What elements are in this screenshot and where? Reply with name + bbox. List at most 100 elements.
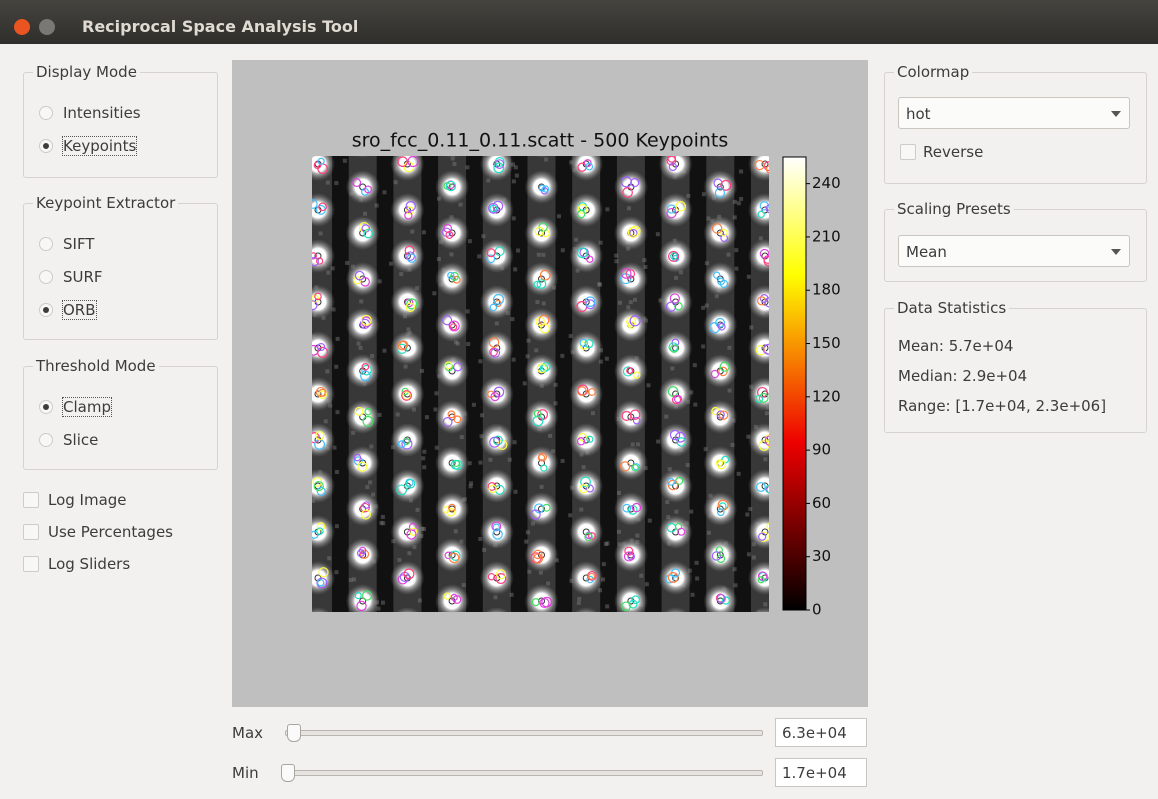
group-title: Display Mode: [33, 63, 140, 81]
spot-core: [762, 115, 768, 121]
radio-button[interactable]: [39, 433, 53, 447]
checkbox-label[interactable]: Use Percentages: [48, 523, 173, 541]
radio-label[interactable]: Keypoints: [63, 137, 136, 155]
radio-button[interactable]: [39, 106, 53, 120]
noise: [577, 597, 581, 601]
bragg-spot: [390, 331, 424, 365]
radio-button[interactable]: [39, 303, 53, 317]
noise: [664, 415, 668, 419]
noise: [325, 369, 329, 373]
radio-label[interactable]: Clamp: [63, 398, 111, 416]
noise: [701, 306, 705, 310]
radio-label[interactable]: SURF: [63, 268, 103, 286]
bragg-spot: [525, 630, 559, 664]
spot-core: [315, 115, 321, 121]
bragg-spot: [301, 515, 335, 549]
keypoint: [450, 648, 460, 658]
noise: [304, 292, 308, 296]
checkbox[interactable]: [23, 524, 39, 540]
noise: [568, 513, 572, 517]
radio-label[interactable]: Intensities: [63, 104, 141, 122]
bragg-spot: [569, 607, 603, 641]
keypoint: [489, 620, 498, 629]
noise: [488, 458, 492, 462]
plot-panel: sro_fcc_0.11_0.11.scatt - 500 Keypoints0…: [232, 60, 868, 707]
bragg-spot: [659, 561, 693, 595]
noise: [778, 322, 782, 326]
bragg-spot: [480, 607, 514, 641]
slider-value-box[interactable]: 1.7e+04: [775, 758, 867, 787]
bragg-spot: [748, 561, 782, 595]
radio-button[interactable]: [39, 270, 53, 284]
keypoint: [492, 117, 501, 126]
minimize-button[interactable]: [39, 19, 55, 35]
noise: [407, 551, 411, 555]
noise: [734, 248, 738, 252]
slider-track[interactable]: [285, 770, 763, 776]
noise: [420, 369, 424, 373]
bragg-spot: [569, 193, 603, 227]
noise: [599, 241, 603, 245]
noise: [765, 411, 769, 415]
radio-button[interactable]: [39, 237, 53, 251]
radio-label[interactable]: ORB: [63, 301, 96, 319]
bragg-spot: [703, 262, 737, 296]
noise: [733, 215, 737, 219]
noise: [398, 558, 402, 562]
checkbox-label[interactable]: Log Image: [48, 491, 127, 509]
noise: [324, 419, 328, 423]
slider-handle[interactable]: [287, 724, 301, 742]
noise: [548, 434, 552, 438]
checkbox-label[interactable]: Reverse: [923, 143, 983, 161]
noise: [557, 214, 561, 218]
keypoint: [580, 623, 587, 630]
noise: [466, 309, 470, 313]
plot: sro_fcc_0.11_0.11.scatt - 500 Keypoints0…: [232, 60, 868, 707]
checkbox-label[interactable]: Log Sliders: [48, 555, 130, 573]
noise: [469, 481, 473, 485]
bragg-spot: [435, 170, 469, 204]
slider-track[interactable]: [285, 730, 763, 736]
keypoint: [453, 646, 461, 654]
noise: [748, 507, 752, 511]
radio-label[interactable]: Slice: [63, 431, 98, 449]
keypoint: [767, 621, 775, 629]
noise: [326, 181, 330, 185]
colormap-combo[interactable]: hot: [898, 97, 1130, 129]
keypoint: [672, 625, 681, 634]
keypoint: [403, 118, 412, 127]
noise: [334, 570, 338, 574]
noise: [617, 530, 621, 534]
noise: [422, 230, 426, 234]
group-box: [23, 72, 218, 178]
keypoint: [540, 648, 546, 654]
noise: [468, 239, 472, 243]
noise: [695, 561, 699, 565]
noise: [560, 354, 564, 358]
noise: [597, 282, 601, 286]
close-button[interactable]: [14, 19, 30, 35]
radio-button[interactable]: [39, 400, 53, 414]
noise: [334, 365, 338, 369]
keypoint: [536, 646, 544, 654]
checkbox[interactable]: [23, 556, 39, 572]
keypoint: [766, 120, 774, 128]
checkbox[interactable]: [900, 144, 916, 160]
scaling-combo[interactable]: Mean: [898, 235, 1130, 267]
noise: [335, 410, 339, 414]
radio-button[interactable]: [39, 139, 53, 153]
bragg-spot: [659, 469, 693, 503]
noise: [771, 504, 775, 508]
keypoint: [498, 116, 504, 122]
checkbox[interactable]: [23, 492, 39, 508]
slider-value-box[interactable]: 6.3e+04: [775, 718, 867, 747]
noise: [577, 601, 581, 605]
noise: [300, 281, 304, 285]
bragg-spot: [435, 308, 469, 342]
bragg-spot: [748, 607, 782, 641]
radio-label[interactable]: SIFT: [63, 235, 94, 253]
noise: [513, 267, 517, 271]
noise: [617, 491, 621, 495]
group-title: Keypoint Extractor: [33, 194, 178, 212]
slider-handle[interactable]: [281, 764, 295, 782]
